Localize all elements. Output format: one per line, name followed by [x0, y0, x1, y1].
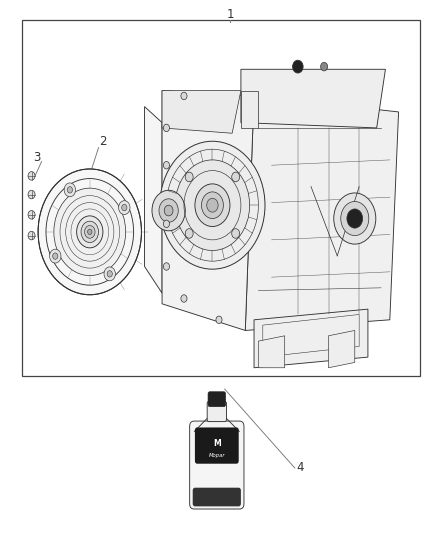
Circle shape	[232, 229, 240, 238]
Circle shape	[321, 62, 328, 71]
Circle shape	[85, 225, 95, 238]
FancyBboxPatch shape	[190, 421, 244, 509]
Circle shape	[88, 229, 92, 235]
FancyBboxPatch shape	[207, 401, 226, 422]
Circle shape	[122, 205, 127, 211]
Circle shape	[49, 249, 61, 263]
Circle shape	[107, 271, 112, 277]
Circle shape	[81, 221, 99, 243]
Circle shape	[53, 253, 58, 260]
Circle shape	[181, 92, 187, 100]
Circle shape	[77, 216, 103, 248]
Circle shape	[232, 172, 240, 182]
Circle shape	[54, 188, 126, 276]
Circle shape	[104, 267, 115, 281]
Polygon shape	[162, 91, 241, 133]
Polygon shape	[254, 309, 368, 368]
FancyBboxPatch shape	[195, 427, 239, 464]
Circle shape	[163, 263, 170, 270]
Text: M: M	[213, 440, 221, 448]
Circle shape	[164, 205, 173, 216]
Text: 3: 3	[34, 151, 41, 164]
Circle shape	[163, 161, 170, 169]
Circle shape	[159, 199, 178, 222]
Circle shape	[185, 229, 193, 238]
Circle shape	[201, 192, 223, 219]
Bar	[22, 20, 420, 376]
Text: Mopar: Mopar	[208, 453, 225, 458]
Circle shape	[293, 60, 303, 73]
Circle shape	[28, 211, 35, 219]
Circle shape	[185, 172, 193, 182]
Text: 2: 2	[99, 135, 107, 148]
Text: 4: 4	[296, 462, 304, 474]
Circle shape	[28, 231, 35, 240]
Circle shape	[119, 201, 130, 215]
Circle shape	[38, 169, 141, 295]
Polygon shape	[145, 107, 162, 293]
FancyBboxPatch shape	[208, 392, 226, 407]
Circle shape	[28, 190, 35, 199]
Polygon shape	[241, 69, 385, 128]
Circle shape	[163, 220, 170, 228]
Circle shape	[160, 141, 265, 269]
Polygon shape	[241, 91, 258, 128]
Circle shape	[195, 184, 230, 227]
Circle shape	[181, 295, 187, 302]
Polygon shape	[162, 91, 254, 330]
Circle shape	[216, 316, 222, 324]
Circle shape	[334, 193, 376, 244]
Circle shape	[175, 160, 250, 251]
Polygon shape	[258, 336, 285, 368]
Circle shape	[28, 172, 35, 180]
Polygon shape	[328, 330, 355, 368]
FancyBboxPatch shape	[193, 488, 241, 506]
Circle shape	[163, 124, 170, 132]
Circle shape	[152, 190, 185, 231]
Circle shape	[64, 183, 76, 197]
Circle shape	[347, 209, 363, 228]
Circle shape	[67, 187, 73, 193]
Circle shape	[207, 198, 218, 212]
Text: 1: 1	[226, 9, 234, 21]
Circle shape	[341, 201, 369, 236]
Polygon shape	[245, 96, 399, 330]
